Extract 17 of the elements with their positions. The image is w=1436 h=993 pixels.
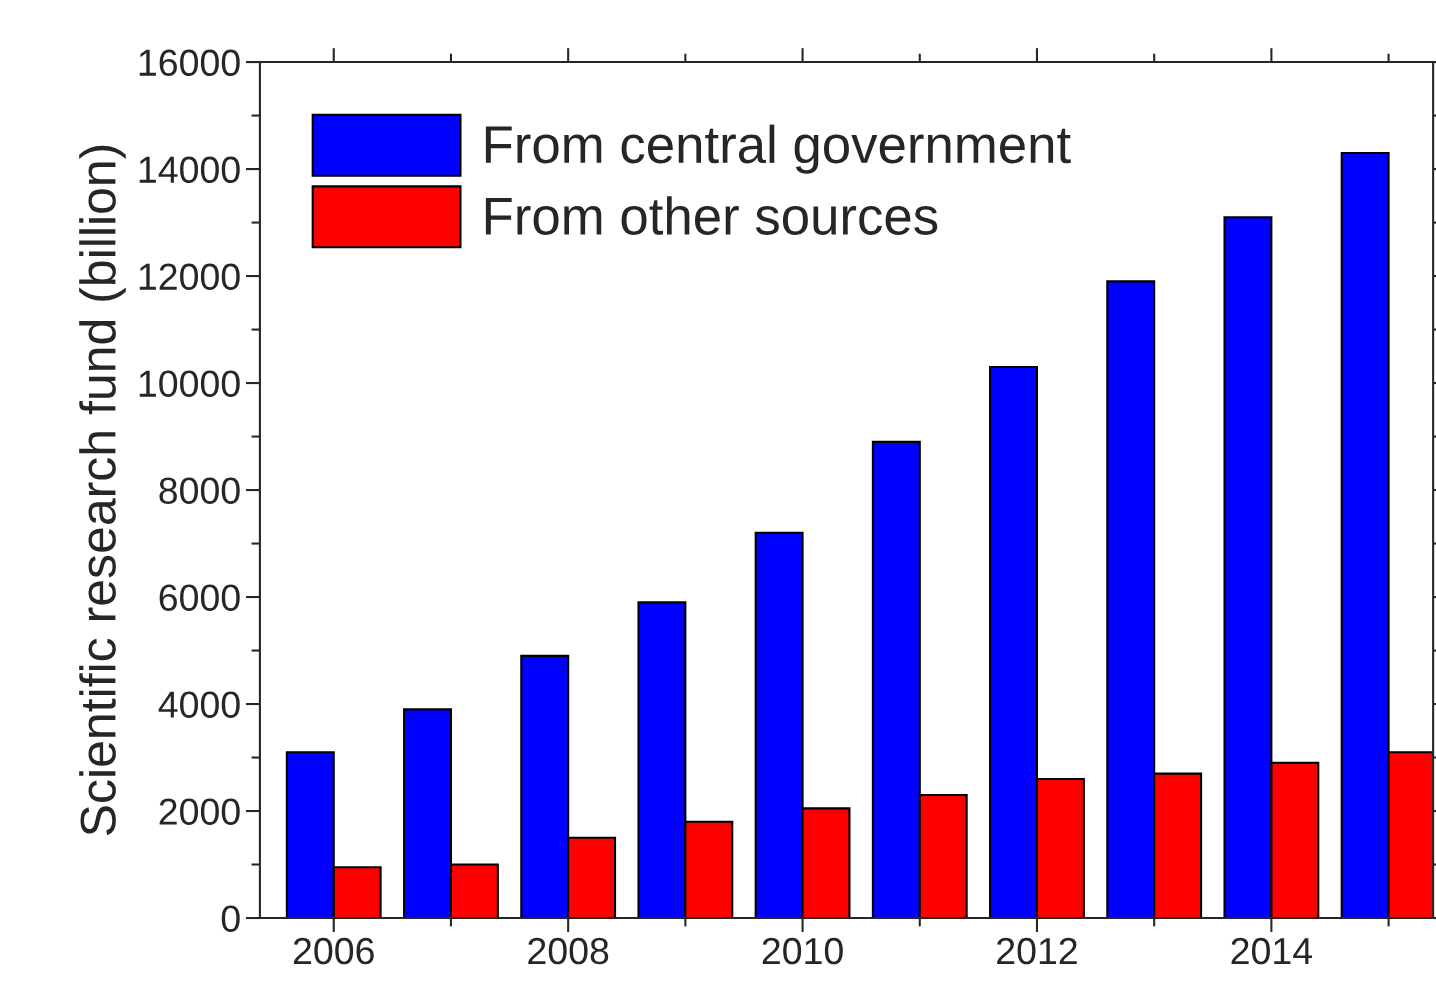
y-tick-label: 0 xyxy=(221,905,240,932)
x-tick-label: 2014 xyxy=(1231,937,1312,965)
x-tick-label: 2008 xyxy=(528,937,609,965)
y-tick-label: 14000 xyxy=(139,156,240,184)
y-tick-label: 12000 xyxy=(139,263,240,291)
y-tick-label: 2000 xyxy=(159,798,240,825)
x-tick-label: 2012 xyxy=(997,937,1077,965)
y-tick-label: 4000 xyxy=(158,691,240,718)
x-tick-label: 2010 xyxy=(762,937,843,965)
x-tick-label: 2006 xyxy=(293,937,374,965)
y-tick-label: 6000 xyxy=(159,584,240,611)
y-tick-label: 16000 xyxy=(139,49,240,77)
legend-label: From other sources xyxy=(485,196,938,235)
y-tick-label: 10000 xyxy=(139,370,240,398)
y-axis-title: Scientific research fund (billion) xyxy=(79,145,126,836)
legend-label: From central government xyxy=(485,124,1071,174)
y-tick-label: 8000 xyxy=(159,477,240,504)
